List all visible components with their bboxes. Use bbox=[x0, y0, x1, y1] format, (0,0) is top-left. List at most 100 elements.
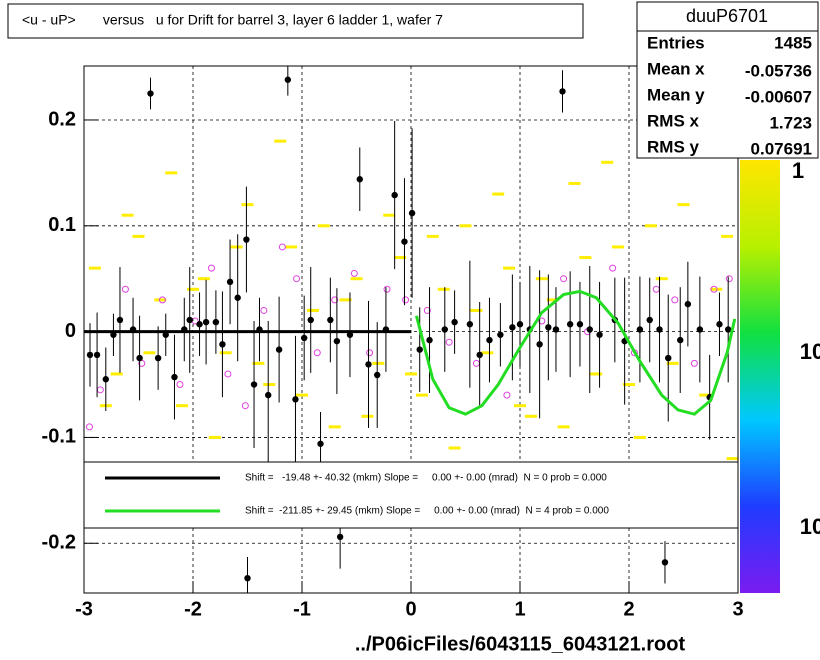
profile-point bbox=[307, 316, 314, 324]
y-tick-label: -0.1 bbox=[42, 426, 76, 448]
stats-label: Mean y bbox=[647, 85, 705, 104]
open-marker bbox=[423, 306, 431, 314]
profile-point bbox=[545, 324, 552, 331]
profile-point bbox=[300, 334, 308, 342]
histogram-cell bbox=[514, 404, 526, 408]
stats-value: 1485 bbox=[774, 33, 812, 52]
histogram-cell bbox=[187, 287, 199, 291]
histogram-cell bbox=[230, 245, 243, 249]
open-marker bbox=[560, 275, 568, 283]
histogram-cell bbox=[612, 245, 625, 249]
profile-point bbox=[516, 321, 524, 328]
profile-point bbox=[724, 326, 732, 333]
histogram-cell bbox=[459, 224, 472, 228]
profile-point bbox=[110, 331, 117, 338]
histogram-cell bbox=[165, 171, 178, 175]
chart-title: <u - uP> versus u for Drift for barrel 3… bbox=[22, 12, 443, 28]
profile-point bbox=[186, 316, 193, 324]
histogram-cell bbox=[546, 298, 559, 302]
open-marker bbox=[350, 269, 358, 277]
open-marker bbox=[241, 402, 249, 410]
x-tick-label: -3 bbox=[75, 598, 93, 620]
x-axis-label: ../P06icFiles/6043115_6043121.root bbox=[355, 633, 686, 655]
profile-point bbox=[566, 321, 574, 328]
legend-label: Shift = -19.48 +- 40.32 (mkm) Slope = 0.… bbox=[245, 473, 607, 484]
x-tick-label: 3 bbox=[732, 598, 743, 620]
open-marker bbox=[609, 264, 617, 272]
stats-label: RMS x bbox=[647, 111, 700, 130]
x-tick-label: 1 bbox=[514, 598, 525, 620]
profile-point bbox=[559, 88, 566, 95]
profile-point bbox=[212, 318, 220, 326]
profile-point bbox=[408, 209, 416, 217]
open-marker bbox=[121, 285, 129, 293]
profile-point bbox=[234, 294, 241, 301]
stats-value: -0.05736 bbox=[745, 61, 812, 80]
profile-point bbox=[586, 326, 593, 333]
profile-point bbox=[576, 321, 584, 328]
profile-point bbox=[416, 346, 423, 353]
profile-point bbox=[356, 176, 363, 183]
profile-point bbox=[292, 396, 299, 403]
profile-point bbox=[677, 336, 684, 344]
profile-point bbox=[93, 351, 101, 359]
open-marker bbox=[260, 306, 268, 314]
stats-value: 1.723 bbox=[769, 113, 812, 132]
profile-point bbox=[365, 361, 372, 368]
histogram-cell bbox=[339, 298, 352, 302]
legend-box bbox=[83, 461, 739, 529]
profile-point bbox=[656, 326, 663, 333]
profile-point bbox=[284, 76, 292, 83]
stats-title: duuP6701 bbox=[686, 6, 768, 26]
histogram-cell bbox=[285, 245, 298, 249]
histogram-cell bbox=[426, 234, 439, 238]
histogram-cell bbox=[721, 234, 734, 238]
open-marker bbox=[313, 349, 321, 357]
histogram-cell bbox=[110, 372, 123, 376]
histogram-cell bbox=[601, 160, 614, 164]
histogram-cell bbox=[492, 192, 505, 196]
histogram-cell bbox=[317, 224, 330, 228]
histogram-cell bbox=[666, 361, 679, 365]
histogram-cell bbox=[328, 425, 341, 429]
profile-point bbox=[696, 326, 704, 333]
profile-point bbox=[244, 574, 251, 582]
title-box bbox=[7, 3, 584, 39]
profile-point bbox=[636, 326, 644, 333]
profile-point bbox=[147, 90, 154, 97]
open-marker bbox=[383, 285, 391, 293]
profile-point bbox=[196, 321, 203, 328]
profile-point bbox=[336, 533, 344, 541]
profile-point bbox=[661, 559, 669, 566]
stats-label: RMS y bbox=[647, 137, 700, 156]
histogram-cell bbox=[644, 224, 657, 228]
profile-point bbox=[162, 331, 169, 338]
profile-point bbox=[374, 371, 381, 379]
histogram-cell bbox=[481, 351, 494, 355]
histogram-cell bbox=[143, 351, 156, 355]
histogram-cell bbox=[437, 287, 450, 291]
y-tick-label: -0.2 bbox=[42, 532, 76, 554]
profile-point bbox=[509, 324, 516, 331]
open-marker bbox=[725, 275, 733, 283]
x-tick-label: -1 bbox=[293, 598, 311, 620]
profile-point bbox=[102, 376, 110, 383]
histogram-cell bbox=[219, 351, 232, 355]
histogram-cell bbox=[590, 372, 603, 376]
open-marker bbox=[538, 317, 546, 325]
histogram-cell bbox=[306, 308, 319, 312]
x-tick-label: 2 bbox=[623, 598, 634, 620]
open-marker bbox=[402, 296, 410, 304]
profile-point bbox=[596, 331, 603, 338]
open-marker bbox=[208, 264, 216, 272]
histogram-cell bbox=[655, 277, 668, 281]
axes: -3 -2 -1 0 1 2 3 -0.2 -0.1 0 0.1 0.2 bbox=[42, 108, 744, 620]
profile-point bbox=[250, 381, 258, 388]
legend: Shift = -19.48 +- 40.32 (mkm) Slope = 0.… bbox=[105, 473, 609, 517]
open-marker bbox=[278, 243, 286, 251]
y-tick-label: 0.1 bbox=[48, 214, 76, 236]
profile-point bbox=[665, 354, 672, 362]
histogram-cell bbox=[524, 414, 537, 418]
profile-point bbox=[346, 331, 354, 338]
palette-label: 10 bbox=[800, 339, 820, 364]
